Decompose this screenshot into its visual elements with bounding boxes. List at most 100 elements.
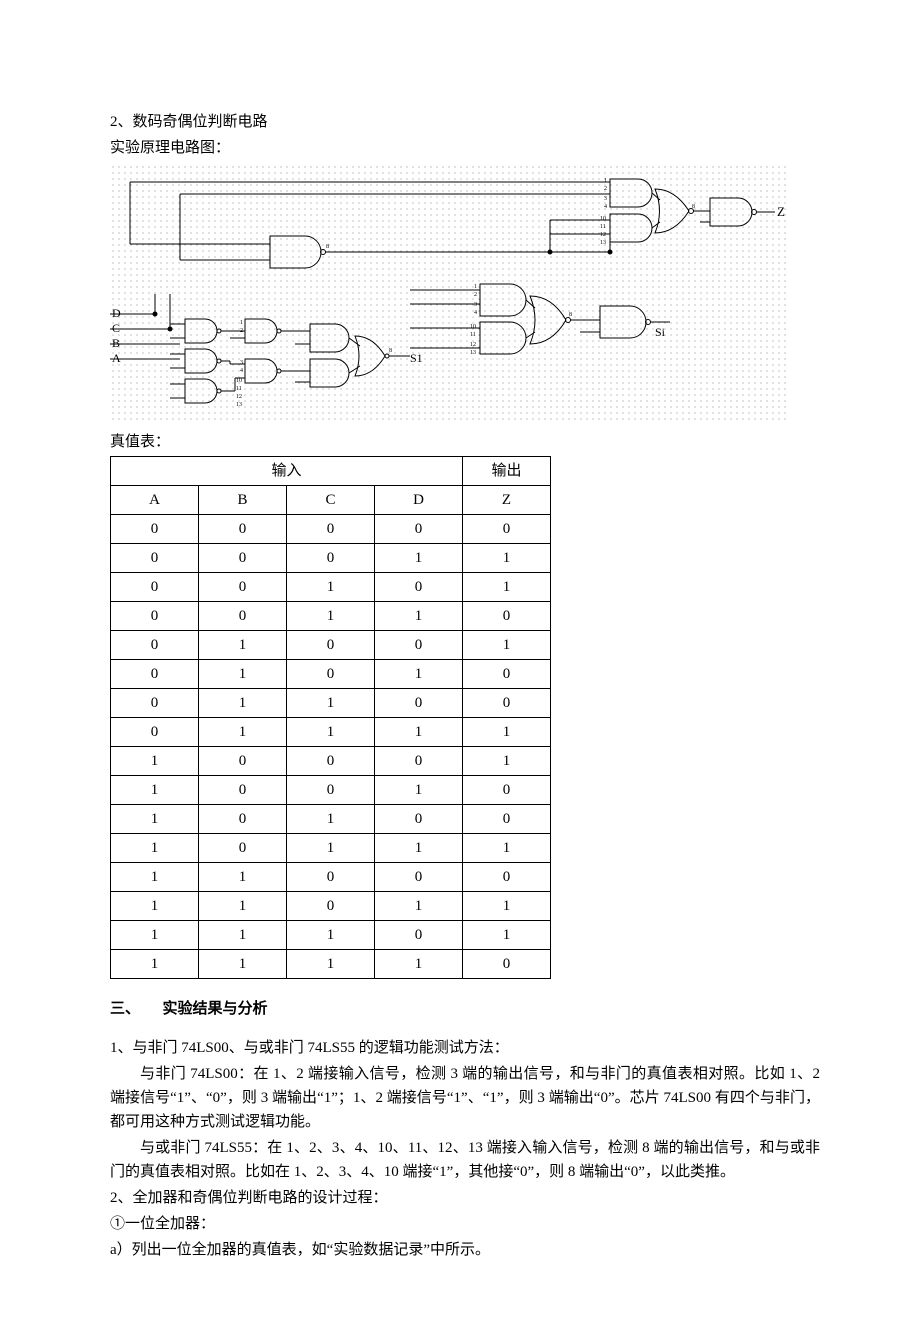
header-output: 输出: [463, 457, 551, 486]
table-cell: 0: [199, 805, 287, 834]
table-cell: 1: [463, 631, 551, 660]
svg-text:13: 13: [236, 402, 242, 408]
table-cell: 0: [463, 776, 551, 805]
table-cell: 0: [463, 660, 551, 689]
table-cell: 0: [111, 573, 199, 602]
table-cell: 0: [199, 602, 287, 631]
table-cell: 0: [463, 602, 551, 631]
table-cell: 0: [199, 747, 287, 776]
table-cell: 0: [199, 573, 287, 602]
point2: 2、全加器和奇偶位判断电路的设计过程：: [110, 1186, 820, 1210]
table-cell: 1: [287, 573, 375, 602]
table-cell: 1: [287, 718, 375, 747]
svg-text:1: 1: [474, 284, 477, 290]
svg-text:4: 4: [474, 310, 477, 316]
table-row: 11110: [111, 950, 551, 979]
table-cell: 1: [111, 892, 199, 921]
svg-text:11: 11: [600, 224, 606, 230]
table-cell: 1: [111, 776, 199, 805]
table-cell: 1: [199, 921, 287, 950]
table-cell: 1: [463, 834, 551, 863]
svg-text:4: 4: [604, 204, 607, 210]
table-row: 10010: [111, 776, 551, 805]
svg-text:3: 3: [474, 302, 477, 308]
table-cell: 0: [375, 515, 463, 544]
table-row: 10001: [111, 747, 551, 776]
svg-text:2: 2: [240, 328, 243, 334]
table-cell: 0: [463, 689, 551, 718]
table-cell: 0: [375, 689, 463, 718]
table-cell: 1: [199, 863, 287, 892]
table-cell: 0: [111, 660, 199, 689]
svg-text:10: 10: [600, 216, 606, 222]
svg-text:8: 8: [692, 204, 695, 210]
table-cell: 1: [375, 660, 463, 689]
table-cell: 1: [199, 660, 287, 689]
table-row: 11000: [111, 863, 551, 892]
point1: 1、与非门 74LS00、与或非门 74LS55 的逻辑功能测试方法：: [110, 1036, 820, 1060]
table-cell: 1: [287, 602, 375, 631]
svg-text:12: 12: [600, 232, 606, 238]
table-row: 01010: [111, 660, 551, 689]
table-cell: 1: [375, 834, 463, 863]
table-cell: 0: [375, 863, 463, 892]
table-cell: 1: [111, 921, 199, 950]
output-S1-label: S1: [410, 351, 423, 365]
table-cell: 1: [463, 892, 551, 921]
col-C: C: [287, 486, 375, 515]
table-cell: 0: [375, 631, 463, 660]
table-row: 00000: [111, 515, 551, 544]
table-cell: 0: [199, 776, 287, 805]
svg-text:3: 3: [240, 360, 243, 366]
table-cell: 1: [463, 921, 551, 950]
svg-text:10: 10: [236, 378, 242, 384]
input-B-label: B: [112, 336, 120, 350]
table-cell: 0: [287, 544, 375, 573]
svg-text:2: 2: [604, 186, 607, 192]
table-row: 00011: [111, 544, 551, 573]
table-cell: 0: [111, 515, 199, 544]
input-D-label: D: [112, 306, 121, 320]
para2: 与或非门 74LS55：在 1、2、3、4、10、11、12、13 端接入输入信…: [110, 1136, 820, 1184]
table-row: 00110: [111, 602, 551, 631]
svg-text:2: 2: [474, 292, 477, 298]
table-cell: 1: [287, 805, 375, 834]
col-A: A: [111, 486, 199, 515]
table-cell: 0: [287, 776, 375, 805]
table-cell: 0: [287, 515, 375, 544]
table-cell: 0: [287, 747, 375, 776]
circuit-svg: D C B A Z Si S1 12 34 1011 1213 12 34 10…: [110, 164, 790, 424]
table-cell: 0: [375, 805, 463, 834]
table-cell: 1: [375, 544, 463, 573]
col-Z: Z: [463, 486, 551, 515]
svg-text:8: 8: [569, 312, 572, 318]
table-header-group: 输入 输出: [111, 457, 551, 486]
table-row: 01100: [111, 689, 551, 718]
svg-text:1: 1: [604, 178, 607, 184]
table-cell: 1: [199, 631, 287, 660]
output-Z-label: Z: [777, 204, 785, 219]
table-cell: 0: [375, 921, 463, 950]
table-cell: 1: [375, 892, 463, 921]
svg-text:13: 13: [470, 350, 476, 356]
table-cell: 0: [287, 660, 375, 689]
table-cell: 1: [111, 805, 199, 834]
svg-text:8: 8: [326, 244, 329, 250]
table-cell: 1: [199, 689, 287, 718]
section3-title: 三、 实验结果与分析: [110, 997, 820, 1021]
input-C-label: C: [112, 321, 120, 335]
sub1a: a）列出一位全加器的真值表，如“实验数据记录”中所示。: [110, 1238, 820, 1262]
table-cell: 1: [375, 950, 463, 979]
table-cell: 1: [111, 834, 199, 863]
schematic-label: 实验原理电路图：: [110, 136, 820, 160]
table-row: 00101: [111, 573, 551, 602]
table-cell: 0: [463, 805, 551, 834]
table-cell: 0: [463, 950, 551, 979]
svg-text:11: 11: [236, 386, 242, 392]
table-cell: 1: [375, 718, 463, 747]
col-B: B: [199, 486, 287, 515]
table-cell: 1: [287, 921, 375, 950]
table-cell: 1: [463, 573, 551, 602]
table-row: 10100: [111, 805, 551, 834]
svg-text:8: 8: [389, 348, 392, 354]
